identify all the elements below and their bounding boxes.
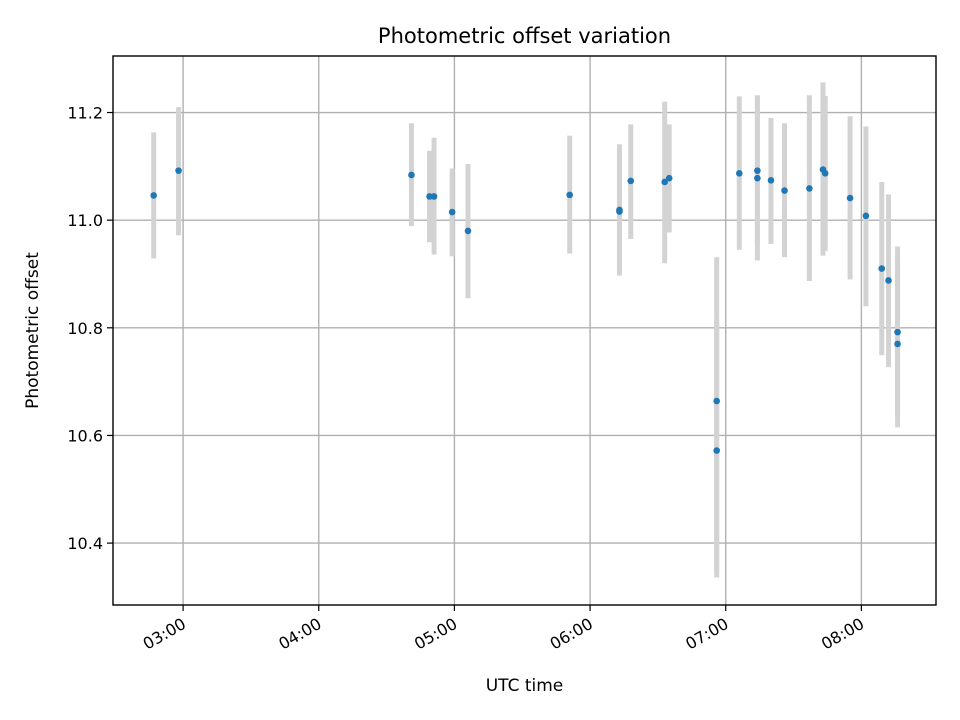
data-points	[150, 166, 901, 454]
y-tick-label: 11.0	[67, 211, 103, 230]
data-point	[767, 177, 775, 184]
data-point	[627, 177, 635, 185]
data-point	[885, 277, 892, 284]
data-point	[735, 170, 743, 177]
y-tick-label: 10.8	[67, 319, 103, 338]
y-tick-label: 10.6	[67, 426, 103, 445]
y-tick-label: 10.4	[67, 534, 103, 553]
chart-title: Photometric offset variation	[378, 24, 671, 48]
x-axis-label: UTC time	[486, 676, 564, 696]
data-point	[862, 212, 870, 220]
data-point	[894, 340, 901, 348]
data-point	[846, 194, 854, 202]
data-point	[665, 174, 673, 182]
grid	[113, 56, 936, 605]
data-point	[894, 328, 901, 336]
data-point	[430, 193, 438, 200]
data-point	[464, 227, 472, 235]
data-point	[878, 265, 886, 272]
data-point	[448, 208, 456, 216]
data-point	[616, 206, 623, 214]
data-point	[175, 167, 182, 174]
data-point	[821, 170, 829, 177]
data-point	[754, 174, 761, 182]
data-point	[408, 171, 415, 179]
y-tick-label: 11.2	[67, 104, 103, 123]
data-point	[754, 167, 761, 174]
data-point	[713, 447, 720, 454]
plot-frame	[112, 55, 937, 606]
data-point	[781, 187, 788, 194]
data-point	[426, 193, 433, 200]
data-point	[806, 185, 813, 192]
data-point	[566, 191, 574, 199]
data-point	[661, 178, 668, 186]
data-point	[713, 397, 720, 405]
data-point	[150, 192, 157, 199]
y-axis-label: Photometric offset	[23, 252, 43, 409]
